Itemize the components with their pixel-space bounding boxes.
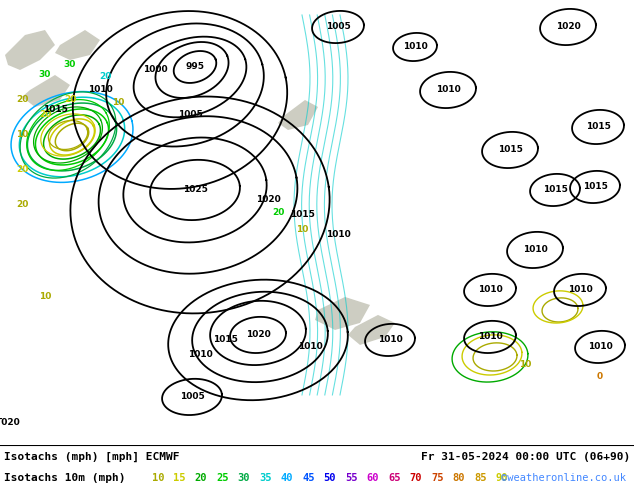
Text: 55: 55 [346, 473, 358, 483]
Text: 0: 0 [597, 372, 603, 381]
Text: 40: 40 [281, 473, 294, 483]
Text: 1010: 1010 [477, 332, 502, 342]
Text: 20: 20 [16, 96, 28, 104]
Text: 20: 20 [16, 166, 28, 174]
Text: 65: 65 [388, 473, 401, 483]
Text: 10: 10 [152, 473, 164, 483]
Text: 20: 20 [16, 200, 28, 209]
Text: 1020: 1020 [245, 330, 270, 340]
Text: 45: 45 [302, 473, 314, 483]
Text: 1010: 1010 [588, 343, 612, 351]
Text: 1015: 1015 [586, 122, 611, 131]
Text: 50: 50 [324, 473, 336, 483]
Polygon shape [55, 30, 100, 60]
Text: 1010: 1010 [297, 343, 322, 351]
Text: 1010: 1010 [326, 230, 351, 240]
Text: 70: 70 [410, 473, 422, 483]
Text: 995: 995 [186, 63, 205, 72]
Text: 1010: 1010 [403, 43, 427, 51]
Text: 1015: 1015 [212, 336, 238, 344]
Text: 1010: 1010 [522, 245, 547, 254]
Text: 80: 80 [453, 473, 465, 483]
Text: 30: 30 [39, 71, 51, 79]
Text: 1000: 1000 [143, 66, 167, 74]
Text: 10: 10 [112, 98, 124, 107]
Text: Isotachs (mph) [mph] ECMWF: Isotachs (mph) [mph] ECMWF [4, 452, 179, 462]
Text: 20: 20 [64, 96, 76, 104]
Text: 1010: 1010 [87, 85, 112, 95]
Text: 1015: 1015 [583, 182, 607, 192]
Text: ©weatheronline.co.uk: ©weatheronline.co.uk [501, 473, 626, 483]
Text: 1005: 1005 [178, 110, 202, 120]
Text: 85: 85 [474, 473, 487, 483]
Text: 35: 35 [259, 473, 272, 483]
Text: 1020: 1020 [256, 196, 280, 204]
Text: 15: 15 [173, 473, 186, 483]
Text: 20: 20 [39, 110, 51, 120]
Text: 10: 10 [519, 361, 531, 369]
Text: T020: T020 [0, 418, 20, 427]
Text: 30: 30 [64, 60, 76, 70]
Polygon shape [5, 30, 55, 70]
Text: 75: 75 [431, 473, 444, 483]
Text: 1010: 1010 [188, 350, 212, 360]
Text: 20: 20 [99, 73, 111, 81]
Polygon shape [22, 75, 70, 107]
Text: 1025: 1025 [183, 186, 207, 195]
Text: 1020: 1020 [555, 23, 580, 31]
Text: 10: 10 [16, 130, 28, 140]
Text: 20: 20 [195, 473, 207, 483]
Text: 10: 10 [39, 293, 51, 301]
Text: 1005: 1005 [326, 23, 351, 31]
Text: Fr 31-05-2024 00:00 UTC (06+90): Fr 31-05-2024 00:00 UTC (06+90) [421, 452, 630, 462]
Text: 1010: 1010 [436, 85, 460, 95]
Text: 1010: 1010 [567, 286, 592, 294]
Text: 1015: 1015 [543, 186, 567, 195]
Text: 90: 90 [496, 473, 508, 483]
Text: 30: 30 [238, 473, 250, 483]
Polygon shape [315, 297, 370, 330]
Polygon shape [278, 100, 318, 130]
Text: 1010: 1010 [477, 286, 502, 294]
Polygon shape [348, 315, 395, 345]
Text: 1015: 1015 [290, 211, 314, 220]
Text: 1010: 1010 [378, 336, 403, 344]
Text: 1015: 1015 [498, 146, 522, 154]
Text: Isotachs 10m (mph): Isotachs 10m (mph) [4, 473, 126, 483]
Text: 25: 25 [216, 473, 229, 483]
Text: 1015: 1015 [42, 105, 67, 115]
Text: 60: 60 [366, 473, 379, 483]
Text: 1005: 1005 [179, 392, 204, 401]
Text: 20: 20 [272, 208, 284, 218]
Text: 10: 10 [296, 225, 308, 234]
